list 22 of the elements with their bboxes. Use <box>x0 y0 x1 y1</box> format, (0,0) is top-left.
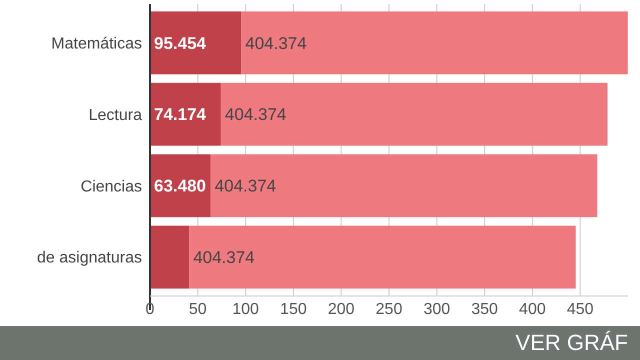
y-tick-label: Matemáticas <box>51 35 142 52</box>
x-tick-label: 200 <box>328 301 355 318</box>
x-tick-label: 50 <box>188 301 207 318</box>
data-label: 404.374 <box>224 105 286 124</box>
x-tick-label: 0 <box>146 301 155 318</box>
data-label: 404.374 <box>193 248 255 268</box>
x-tick-label: 250 <box>376 301 402 318</box>
button-banner: VER GRÁF <box>0 326 640 360</box>
x-tick-label: 400 <box>519 301 546 318</box>
y-tick-label: Lectura <box>88 106 142 124</box>
x-tick-label: 300 <box>423 301 450 318</box>
data-label: 404.374 <box>245 34 307 53</box>
data-label: 95.454 <box>154 34 207 53</box>
x-tick-label: 100 <box>232 301 260 318</box>
data-label: 404.374 <box>214 176 276 196</box>
x-tick-label: 450 <box>566 301 594 318</box>
y-tick-label: de asignaturas <box>37 250 142 267</box>
x-tick-label: 150 <box>280 301 307 318</box>
data-label: 63.480 <box>154 176 206 196</box>
data-label: 74.174 <box>154 105 207 124</box>
x-tick-label: 350 <box>471 301 498 318</box>
y-tick-label: Ciencias <box>80 178 142 196</box>
